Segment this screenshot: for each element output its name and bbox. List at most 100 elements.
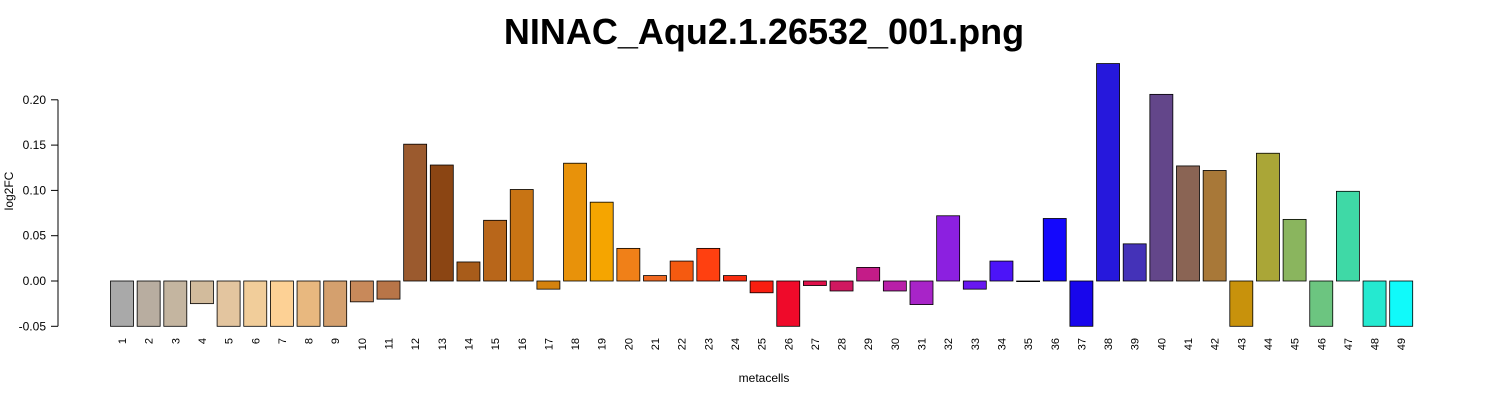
x-tick-label: 33: [970, 338, 982, 350]
y-tick-label: 0.05: [23, 229, 47, 243]
x-tick-label: 43: [1236, 338, 1248, 350]
bar-11: [376, 280, 401, 300]
bar-47: [1336, 190, 1360, 282]
bar-4: [190, 280, 214, 305]
x-tick-label: 2: [144, 338, 156, 344]
x-tick-label: 32: [943, 338, 955, 350]
bar-17: [536, 280, 561, 290]
x-tick-label: 18: [570, 338, 582, 350]
x-tick-labels: 1 2 3 4 5 6 7 8 9 10 11 12 13 14 15 16 17 18 19 20 21 22 23 24 2…: [117, 338, 1408, 350]
x-tick-label: 35: [1023, 338, 1035, 350]
bar-37: [1069, 280, 1094, 327]
bar-25: [749, 280, 774, 294]
x-tick-label: 49: [1396, 338, 1408, 350]
y-tick-label: 0.00: [23, 274, 47, 288]
x-tick-label: 12: [410, 338, 422, 350]
bar-3: [163, 280, 188, 327]
bar-1: [110, 280, 134, 327]
x-tick-label: 7: [277, 338, 289, 344]
x-tick-label: 22: [677, 338, 689, 350]
x-tick-label: 26: [783, 338, 795, 350]
bar-30: [882, 280, 907, 292]
x-tick-label: 27: [810, 338, 822, 350]
x-tick-label: 36: [1050, 338, 1062, 350]
bar-34: [989, 260, 1014, 282]
bar-20: [616, 247, 641, 282]
x-tick-label: 29: [863, 338, 875, 350]
bar-14: [456, 261, 481, 282]
bar-49: [1389, 280, 1414, 327]
x-tick-label: 41: [1183, 338, 1195, 350]
x-tick-label: 28: [837, 338, 849, 350]
bar-6: [243, 280, 268, 327]
bar-29: [856, 267, 881, 282]
bar-40: [1149, 93, 1174, 282]
y-tick-label: 0.15: [23, 138, 47, 152]
x-tick-label: 38: [1103, 338, 1115, 350]
y-tick-label: 0.20: [23, 93, 47, 107]
bar-46: [1309, 280, 1334, 327]
x-tick-label: 9: [330, 338, 342, 344]
bar-15: [483, 219, 508, 282]
x-tick-label: 14: [463, 338, 475, 350]
y-tick-label: 0.10: [23, 183, 47, 197]
bar-2: [136, 280, 161, 327]
x-tick-label: 44: [1263, 338, 1275, 350]
y-axis-label: log2FC: [2, 171, 16, 210]
bar-43: [1229, 280, 1254, 327]
x-tick-label: 25: [757, 338, 769, 350]
bar-13: [429, 164, 454, 282]
bar-18: [563, 162, 587, 282]
bar-28: [829, 280, 854, 292]
bar-36: [1042, 218, 1067, 282]
bar-23: [696, 247, 721, 282]
x-tick-label: 45: [1290, 338, 1302, 350]
bar-38: [1096, 63, 1120, 282]
x-tick-label: 6: [250, 338, 262, 344]
x-tick-label: 24: [730, 338, 742, 350]
bar-48: [1362, 280, 1387, 327]
x-tick-label: 8: [304, 338, 316, 344]
bar-26: [776, 280, 801, 327]
x-tick-label: 10: [357, 338, 369, 350]
bar-19: [589, 201, 614, 282]
bar-9: [323, 280, 348, 327]
x-tick-label: 4: [197, 338, 209, 344]
bar-35: [1016, 280, 1040, 283]
bar-33: [962, 280, 987, 290]
x-tick-label: 1: [117, 338, 129, 344]
bar-45: [1282, 218, 1307, 282]
bar-7: [269, 280, 294, 327]
x-tick-label: 13: [437, 338, 449, 350]
x-tick-label: 3: [170, 338, 182, 344]
x-tick-label: 19: [597, 338, 609, 350]
bar-16: [509, 189, 534, 282]
bar-21: [643, 275, 667, 282]
x-tick-label: 37: [1076, 338, 1088, 350]
bar-32: [936, 215, 961, 282]
x-axis-label: metacells: [739, 371, 790, 385]
chart-title: NINAC_Aqu2.1.26532_001.png: [504, 11, 1024, 52]
bar-27: [803, 280, 827, 286]
bar-5: [216, 280, 241, 327]
y-axis: -0.05 0.00 0.05 0.10 0.15 0.20: [19, 93, 59, 333]
x-tick-label: 20: [623, 338, 635, 350]
x-tick-label: 30: [890, 338, 902, 350]
x-tick-label: 40: [1156, 338, 1168, 350]
x-tick-label: 46: [1316, 338, 1328, 350]
x-tick-label: 34: [996, 338, 1008, 350]
x-tick-label: 31: [917, 338, 929, 350]
x-tick-label: 23: [703, 338, 715, 350]
x-tick-label: 42: [1210, 338, 1222, 350]
bar-10: [349, 280, 374, 303]
bar-39: [1122, 243, 1147, 282]
bar-31: [909, 280, 934, 305]
x-tick-label: 21: [650, 338, 662, 350]
bar-24: [723, 275, 747, 282]
x-tick-label: 17: [543, 338, 555, 350]
x-tick-label: 11: [384, 338, 396, 349]
x-tick-label: 15: [490, 338, 502, 350]
x-tick-label: 39: [1130, 338, 1142, 350]
x-tick-label: 47: [1343, 338, 1355, 350]
